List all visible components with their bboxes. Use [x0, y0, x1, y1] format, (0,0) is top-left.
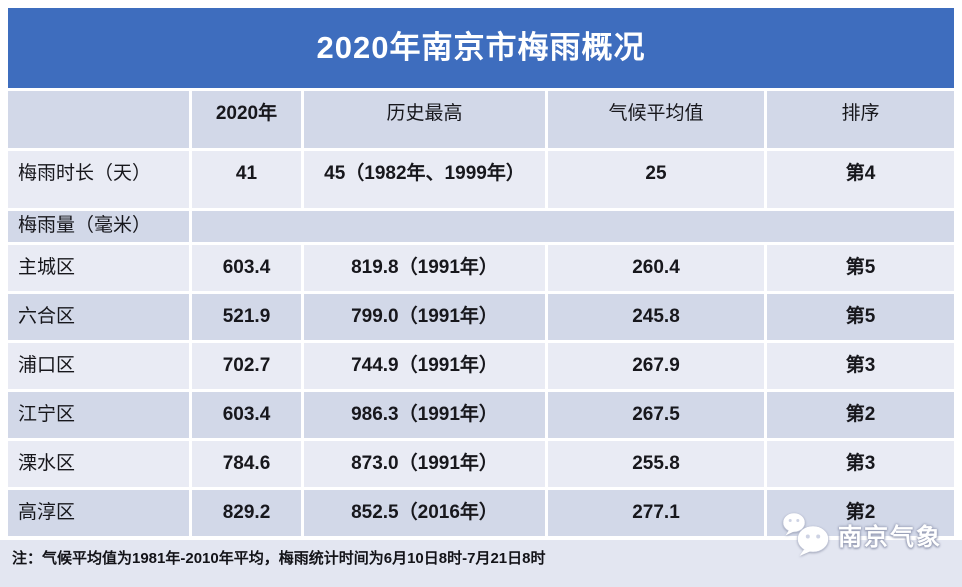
value-cell: 873.0（1991年） [304, 441, 545, 487]
wechat-icon [782, 512, 829, 556]
note-text: 注：气候平均值为1981年-2010年平均，梅雨统计时间为6月10日8时-7月2… [12, 550, 546, 567]
rank-cell: 第2 [767, 392, 954, 438]
row-label-district: 溧水区 [8, 441, 189, 487]
value-cell: 41 [192, 151, 301, 208]
column-header-climate-average: 气候平均值 [548, 91, 764, 148]
rank-cell: 第5 [767, 294, 954, 340]
row-label-duration: 梅雨时长（天） [8, 151, 189, 208]
column-header-2020: 2020年 [192, 91, 301, 148]
row-label-district: 高淳区 [8, 490, 189, 536]
column-header-record-high: 历史最高 [304, 91, 545, 148]
value-cell: 45（1982年、1999年） [304, 151, 545, 208]
column-header-blank [8, 91, 189, 148]
value-cell: 799.0（1991年） [304, 294, 545, 340]
value-cell: 267.9 [548, 343, 764, 389]
value-cell: 986.3（1991年） [304, 392, 545, 438]
rank-cell: 第4 [767, 151, 954, 208]
rank-cell: 第5 [767, 245, 954, 291]
rank-cell: 第3 [767, 441, 954, 487]
value-cell: 784.6 [192, 441, 301, 487]
value-cell: 744.9（1991年） [304, 343, 545, 389]
meiyu-overview-table: 2020年南京市梅雨概况 2020年 历史最高 气候平均值 排序 梅雨时长（天）… [8, 8, 954, 536]
rank-cell: 第3 [767, 343, 954, 389]
brand-name: 南京气象 [838, 523, 942, 551]
value-cell: 25 [548, 151, 764, 208]
row-label-district: 江宁区 [8, 392, 189, 438]
row-label-district: 六合区 [8, 294, 189, 340]
value-cell: 255.8 [548, 441, 764, 487]
row-label-district: 浦口区 [8, 343, 189, 389]
value-cell: 603.4 [192, 245, 301, 291]
value-cell: 521.9 [192, 294, 301, 340]
brand-watermark: 南京气象 [780, 511, 942, 557]
column-header-rank: 排序 [767, 91, 954, 148]
table-title: 2020年南京市梅雨概况 [8, 8, 954, 88]
row-label-district: 主城区 [8, 245, 189, 291]
row-label-rainfall-section: 梅雨量（毫米） [8, 211, 189, 242]
value-cell: 245.8 [548, 294, 764, 340]
section-merged-cell [192, 211, 954, 242]
value-cell: 819.8（1991年） [304, 245, 545, 291]
value-cell: 829.2 [192, 490, 301, 536]
value-cell: 852.5（2016年） [304, 490, 545, 536]
value-cell: 267.5 [548, 392, 764, 438]
value-cell: 702.7 [192, 343, 301, 389]
value-cell: 277.1 [548, 490, 764, 536]
value-cell: 603.4 [192, 392, 301, 438]
value-cell: 260.4 [548, 245, 764, 291]
